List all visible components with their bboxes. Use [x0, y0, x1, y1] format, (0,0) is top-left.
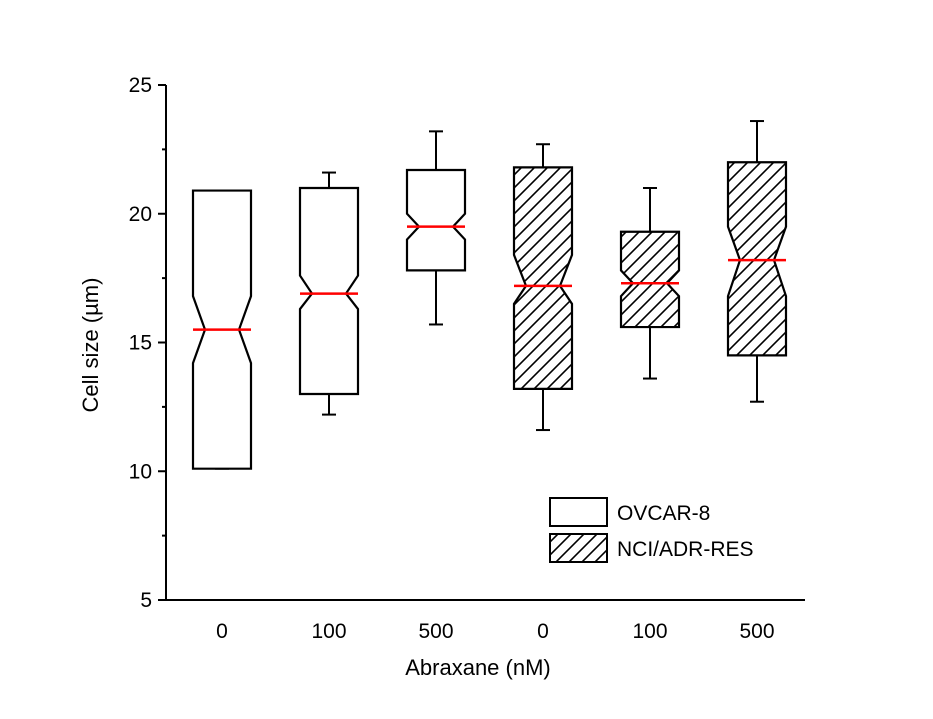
- legend: OVCAR-8 NCI/ADR-RES: [549, 497, 754, 563]
- x-tick-label: 100: [632, 620, 667, 643]
- legend-label: OVCAR-8: [617, 502, 710, 525]
- x-tick-label: 0: [216, 620, 228, 643]
- x-tick-label: 500: [739, 620, 774, 643]
- box-body: [405, 168, 467, 272]
- x-tick-label: 100: [311, 620, 346, 643]
- legend-swatch: [549, 497, 608, 527]
- x-tick-label: 0: [537, 620, 549, 643]
- box-ovcar8-100: [298, 171, 360, 416]
- box-body: [512, 166, 574, 390]
- y-tick-label: 15: [129, 332, 152, 355]
- y-tick-label: 5: [140, 589, 152, 612]
- ticks-layer: 5 10 15 20 25 0 100 500 0 100 500: [129, 74, 775, 643]
- x-axis-title: Abraxane (nM): [405, 655, 551, 680]
- box-body: [726, 161, 788, 357]
- legend-label: NCI/ADR-RES: [617, 538, 754, 561]
- y-axis-title: Cell size (µm): [78, 278, 103, 413]
- box-nci-adr-res-100: [619, 187, 681, 380]
- box-nci-adr-res-500: [726, 120, 788, 403]
- box-ovcar8-0: [191, 189, 253, 470]
- boxes-layer: [191, 120, 788, 470]
- box-nci-adr-res-0: [512, 143, 574, 432]
- x-tick-label: 500: [418, 620, 453, 643]
- box-body: [619, 230, 681, 329]
- box-ovcar8-500: [405, 130, 467, 326]
- legend-swatch: [549, 533, 608, 563]
- y-tick-label: 10: [129, 460, 152, 483]
- box-body: [298, 186, 360, 396]
- y-tick-label: 25: [129, 74, 152, 97]
- y-tick-label: 20: [129, 203, 152, 226]
